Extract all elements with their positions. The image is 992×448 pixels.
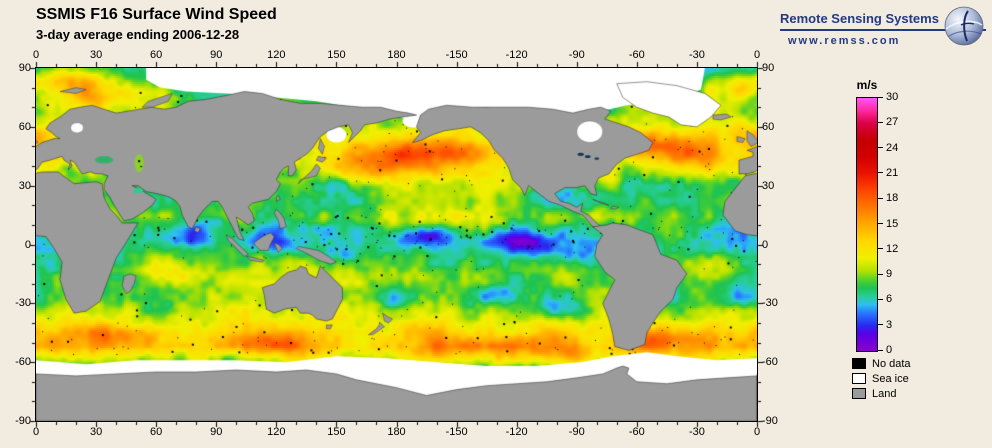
lat-tick-label: 30: [18, 179, 31, 192]
colorbar-tick-label: 0: [886, 344, 893, 356]
legend-item: No data: [852, 357, 911, 370]
lon-tick-label: 0: [753, 426, 761, 438]
colorbar-tick-mark: [878, 298, 883, 300]
lon-tick-label: -60: [628, 426, 645, 438]
map-frame: [35, 67, 758, 422]
colorbar-tick-label: 6: [886, 293, 893, 306]
legend-item: Sea ice: [852, 372, 909, 385]
lat-tick-label: -60: [762, 356, 778, 369]
colorbar-tick-label: 30: [886, 91, 899, 103]
lon-tick-label: 90: [210, 49, 223, 61]
colorbar-tick-mark: [878, 273, 883, 275]
lat-tick-label: -30: [15, 297, 31, 310]
colorbar-tick-label: 18: [886, 192, 899, 205]
lon-tick-label: 90: [210, 426, 223, 438]
lon-tick-label: 150: [327, 426, 346, 438]
lat-tick-label: -30: [762, 297, 778, 310]
legend-swatch: [852, 373, 866, 384]
lon-tick-label: -150: [445, 426, 468, 438]
branding-block: Remote Sensing Systems www.remss.com: [780, 4, 986, 54]
colorbar-tick-mark: [878, 96, 883, 98]
lon-tick-label: 30: [89, 49, 103, 61]
colorbar-tick-mark: [878, 172, 883, 174]
lon-tick-label: 180: [387, 49, 406, 61]
colorbar-tick-mark: [878, 324, 883, 326]
lon-tick-label: 120: [267, 49, 286, 61]
globe-logo-icon: [944, 6, 984, 46]
lat-tick-label: 60: [762, 120, 775, 133]
lon-tick-label: -120: [505, 49, 528, 61]
colorbar-tick-mark: [878, 223, 883, 224]
colorbar-tick-label: 21: [886, 166, 899, 179]
legend-item: Land: [852, 387, 896, 400]
lon-tick-label: 60: [150, 426, 163, 438]
lon-tick-label: 180: [387, 426, 406, 438]
colorbar-tick-mark: [878, 248, 883, 250]
lon-tick-label: 0: [32, 49, 40, 61]
lon-tick-label: 60: [150, 49, 163, 61]
colorbar-tick-mark: [878, 197, 883, 199]
lat-tick-label: 90: [18, 62, 31, 74]
lon-tick-label: -30: [688, 49, 705, 61]
colorbar-tick-label: 24: [886, 141, 899, 154]
lon-tick-label: 30: [89, 426, 103, 438]
lon-tick-label: -30: [688, 426, 705, 438]
lon-tick-label: -150: [445, 49, 468, 61]
legend-label: Land: [872, 387, 897, 400]
lat-tick-label: -90: [15, 415, 31, 427]
colorbar-tick-label: 3: [886, 318, 893, 331]
colorbar-tick-mark: [878, 147, 883, 149]
lon-tick-label: -90: [568, 49, 585, 61]
colorbar-tick-mark: [878, 349, 883, 351]
lon-tick-label: -60: [628, 49, 645, 61]
lat-tick-label: 60: [18, 120, 31, 133]
colorbar-tick-mark: [878, 121, 883, 123]
lat-tick-label: 0: [24, 238, 31, 251]
colorbar: [856, 97, 878, 352]
subtitle-date-range: 3-day average ending 2006-12-28: [36, 27, 240, 42]
colorbar-tick-label: 12: [886, 242, 899, 255]
lat-tick-label: 0: [762, 238, 769, 251]
lat-tick-label: -90: [762, 415, 778, 427]
colorbar-tick-label: 15: [886, 217, 899, 230]
lat-tick-label: -60: [15, 356, 31, 369]
legend-swatch: [852, 388, 866, 399]
lon-tick-label: 0: [32, 426, 40, 438]
colorbar-tick-label: 9: [886, 268, 893, 281]
page-title: SSMIS F16 Surface Wind Speed: [36, 6, 277, 23]
colorbar-unit-label: m/s: [856, 78, 878, 92]
wind-speed-map: [36, 68, 757, 421]
legend-label: No data: [872, 357, 911, 370]
lon-tick-label: 150: [327, 49, 346, 61]
lon-tick-label: 0: [753, 49, 761, 61]
lon-tick-label: -90: [568, 426, 585, 438]
lon-tick-label: 120: [267, 426, 286, 438]
lat-tick-label: 90: [762, 62, 775, 74]
lat-tick-label: 30: [762, 179, 775, 192]
lon-tick-label: -120: [505, 426, 528, 438]
legend-swatch: [852, 358, 866, 369]
legend-label: Sea ice: [872, 372, 909, 385]
colorbar-tick-label: 27: [886, 116, 899, 129]
